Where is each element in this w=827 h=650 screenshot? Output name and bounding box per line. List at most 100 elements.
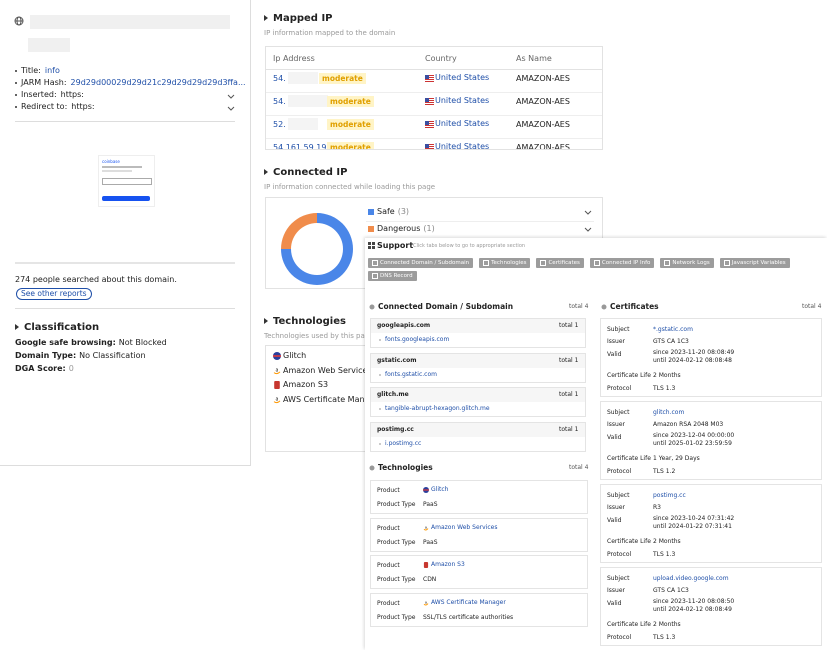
cert-label: Protocol — [607, 634, 632, 641]
tab-label: Javascript Variables — [731, 260, 786, 266]
as-name: AMAZON-AES — [516, 143, 570, 150]
bullet — [15, 105, 17, 108]
svg-text:a: a — [425, 600, 427, 604]
support-panel: Support Click tabs below to go to appropr… — [365, 238, 827, 650]
cert-protocol: TLS 1.2 — [653, 468, 676, 475]
chevron — [227, 106, 235, 111]
section-marker — [264, 318, 268, 324]
section-title: Mapped IP — [264, 13, 333, 24]
certificate-card: Subject Issuer Valid Certificate Life Protoc… — [600, 484, 822, 563]
classification-label: DGA Score: — [15, 364, 66, 373]
subdomain: i.postimg.cc — [385, 439, 422, 447]
risk-badge: moderate — [327, 119, 374, 130]
domain-name: googleapis.com — [377, 322, 431, 329]
sidebar-border — [250, 0, 251, 465]
tab-button[interactable]: Network Logs — [660, 258, 714, 268]
support-title: Support — [377, 241, 414, 250]
cert-label: Protocol — [607, 468, 632, 475]
domain-name: glitch.me — [377, 391, 409, 398]
legend-entry: Dangerous (1) — [377, 224, 435, 233]
cert-label: Issuer — [607, 504, 625, 511]
panel-total: total 4 — [569, 303, 589, 310]
domain-card: gstatic.com total 1 fonts.gstatic.com — [370, 352, 586, 383]
section-title-text: Connected IP — [273, 167, 348, 178]
domain-card-header — [371, 422, 585, 437]
tech-icon: a — [423, 599, 429, 606]
tab-icon — [483, 259, 490, 266]
domain-name: gstatic.com — [377, 356, 417, 364]
cert-protocol: TLS 1.3 — [653, 551, 676, 558]
tab-button[interactable]: Connected Domain / Subdomain — [368, 258, 474, 268]
bullet — [15, 69, 17, 72]
thumbnail-brand: coinbase — [102, 159, 120, 164]
country: United States — [435, 96, 490, 105]
row-line — [266, 115, 602, 116]
flag-icon — [425, 75, 434, 82]
cert-label: Subject — [607, 326, 630, 333]
field-row: Inserted: https: — [15, 90, 84, 99]
field-value: 29d29d00029d29d21c29d29d29d29d3ffa... — [70, 78, 246, 87]
tab-button[interactable]: Technologies — [479, 258, 531, 268]
tech-label: Product — [377, 524, 400, 532]
svg-text:a: a — [425, 525, 427, 529]
tab-button[interactable]: DNS Record — [368, 271, 417, 281]
tech-icon — [423, 562, 429, 568]
chevron — [584, 210, 592, 215]
cert-label: Certificate Life — [607, 455, 651, 462]
domain-name: postimg.cc — [377, 425, 414, 433]
divider — [15, 121, 235, 122]
subdomain-dot — [379, 339, 381, 341]
as-name: AMAZON-AES — [516, 120, 570, 129]
redacted-ip — [288, 95, 328, 107]
classification-row: DGA Score: 0 — [15, 364, 74, 373]
classification-label: Domain Type: — [15, 351, 77, 360]
legend-count: (1) — [423, 224, 435, 233]
svg-text:a: a — [276, 368, 279, 373]
domain-total: total 1 — [559, 322, 579, 329]
tab-icon — [664, 259, 671, 266]
field-label: Inserted: — [21, 90, 57, 99]
tech-icon — [273, 352, 281, 360]
cert-label: Valid — [607, 434, 622, 441]
tab-button[interactable]: Connected IP Info — [589, 258, 655, 268]
domain-total: total 1 — [559, 425, 579, 433]
donut-segment — [281, 213, 317, 249]
technology-name: Amazon Web Services — [283, 365, 372, 375]
classification-value: Not Blocked — [118, 338, 167, 347]
support-hint: Click tabs below to go to appropriate se… — [413, 243, 526, 249]
cert-label: Certificate Life — [607, 538, 651, 545]
tech-label: Product — [377, 562, 400, 569]
row-line — [266, 92, 602, 93]
bullet — [15, 93, 17, 96]
legend-count: (3) — [397, 207, 410, 216]
as-name: AMAZON-AES — [516, 97, 570, 106]
panel-title: Certificates — [610, 302, 659, 311]
technology-card: Product a Amazon Web Services Product Type P… — [370, 517, 588, 552]
ip-address: 52. — [273, 120, 286, 129]
see-other-reports-button[interactable]: See other reports — [16, 288, 92, 300]
tab-button[interactable]: Javascript Variables — [719, 258, 790, 268]
tab-icon — [540, 259, 547, 266]
section-subtitle: Technologies used by this page — [264, 332, 374, 340]
legend-label: Dangerous — [377, 224, 421, 233]
tech-icon: a — [273, 366, 281, 375]
ip-address: 54. — [273, 74, 286, 83]
tab-button[interactable]: Certificates — [536, 258, 584, 268]
risk-badge: moderate — [319, 73, 366, 84]
subdomain: tangible-abrupt-hexagon.glitch.me — [385, 405, 490, 412]
cert-life: 2 Months — [653, 621, 681, 628]
thumb-input — [102, 178, 152, 185]
cert-label: Issuer — [607, 587, 625, 594]
tech-product: AWS Certificate Manager — [431, 598, 506, 606]
ip-table: Ip Address Country As Name 54. moderate Unite… — [265, 46, 603, 150]
tab-bar: Connected Domain / Subdomain Technologies… — [368, 258, 813, 281]
header-line — [266, 69, 602, 70]
chevron — [227, 94, 235, 99]
cert-issuer: GTS CA 1C3 — [653, 338, 689, 345]
cert-label: Certificate Life — [607, 372, 651, 379]
section-title: Connected IP — [264, 167, 347, 178]
tab-icon — [723, 259, 730, 266]
cert-label: Protocol — [607, 385, 632, 392]
searched-count: 274 people searched about this domain. — [15, 275, 177, 284]
